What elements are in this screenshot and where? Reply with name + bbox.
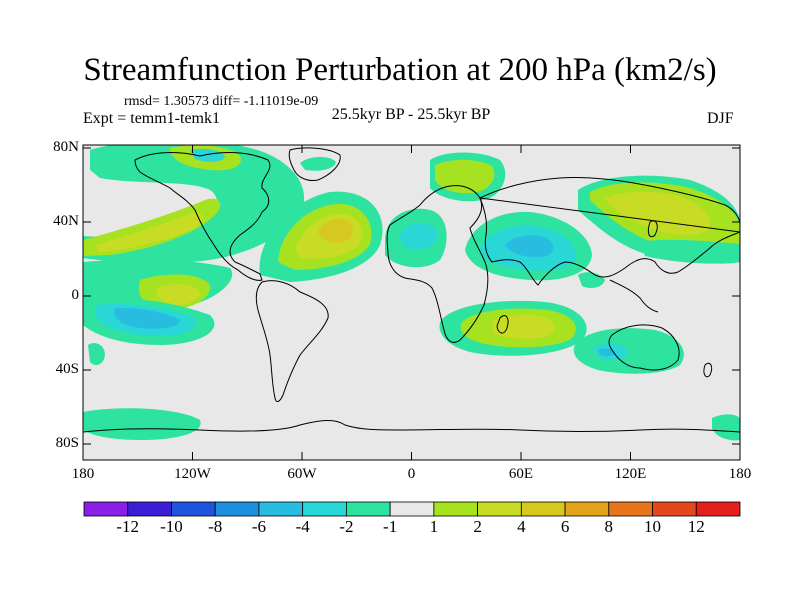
contour-blue-south-pacific: [114, 307, 180, 329]
lon-label: 60E: [508, 466, 534, 482]
contour-green-greenland: [300, 156, 336, 171]
colorbar-label: 2: [473, 517, 482, 536]
coast-madagascar: [496, 315, 509, 334]
colorbar-label: 4: [517, 517, 526, 536]
lon-label: 180: [71, 466, 95, 482]
lon-label: 180: [728, 466, 752, 482]
coast-greenland: [288, 147, 341, 181]
colorbar-label: 1: [429, 517, 439, 536]
contour-green-antarctic-east: [712, 414, 740, 441]
lon-label: 0: [407, 466, 416, 482]
plot-title: Streamfunction Perturbation at 200 hPa (…: [83, 52, 717, 88]
contour-green-australia: [573, 328, 684, 374]
colorbar-swatch: [258, 501, 304, 517]
contour-cyan-arctic: [190, 148, 225, 162]
season-label: DJF: [707, 110, 734, 127]
colorbar-label: -4: [295, 517, 310, 536]
colorbar-label: 6: [560, 517, 570, 536]
coast-new-zealand: [703, 362, 713, 378]
coastlines: [83, 147, 740, 433]
colorbar-swatch: [477, 501, 522, 517]
colorbar-label: -8: [208, 517, 223, 536]
contour-green-west-pacific: [640, 239, 740, 264]
lon-label: 120W: [174, 466, 211, 482]
lat-label: 40S: [55, 361, 79, 377]
colorbar-swatch: [564, 501, 610, 517]
coast-japan: [647, 220, 658, 238]
contour-green-sw-pacific: [88, 343, 105, 366]
coast-antarctica: [83, 420, 740, 433]
coast-southeast-asia: [609, 279, 659, 313]
colorbar-swatch: [652, 501, 697, 517]
axis-ticks: [82, 145, 741, 460]
colorbar-label: -2: [339, 517, 354, 536]
coast-europe-africa: [386, 185, 489, 343]
coast-australia: [608, 324, 680, 371]
colorbar-swatch: [83, 501, 129, 517]
colorbar-swatch: [127, 501, 172, 517]
colorbar-swatch: [520, 501, 566, 517]
contour-yellow-south-indian: [492, 314, 555, 340]
colorbar-label: -1: [383, 517, 398, 536]
lon-label: 120E: [614, 466, 647, 482]
contour-lime-europe: [435, 159, 495, 194]
contour-yellow-north-pacific: [95, 212, 203, 252]
coast-south-america: [255, 280, 329, 403]
colorbar-label: 10: [644, 517, 662, 536]
colorbar-label: 8: [604, 517, 614, 536]
coast-north-america: [134, 152, 271, 281]
contour-blue-australia: [598, 348, 616, 357]
colorbar-swatch: [695, 501, 741, 517]
colorbar-swatch: [389, 501, 435, 517]
lon-label: 60W: [287, 466, 317, 482]
contour-green-antarctic-west: [83, 408, 201, 440]
contour-cyan-north-africa: [399, 223, 438, 250]
lat-label: 80N: [53, 139, 79, 155]
colorbar-swatch: [433, 501, 479, 517]
colorbar-swatch: [214, 501, 260, 517]
contour-green-north-america: [83, 145, 305, 264]
lat-label: 80S: [55, 435, 79, 451]
colorbar-swatch: [608, 501, 653, 517]
contour-yellow-tropical-pacific: [156, 284, 200, 306]
period-label: 25.5kyr BP - 25.5kyr BP: [331, 106, 491, 123]
colorbar-label: -10: [160, 517, 183, 536]
colorbar-label: 12: [687, 517, 705, 536]
colorbar-swatch: [171, 501, 216, 517]
colorbar: [83, 501, 741, 517]
stats-text: rmsd= 1.30573 diff= -1.11019e-09: [124, 94, 319, 109]
colorbar-swatch: [345, 501, 391, 517]
lat-label: 0: [71, 287, 80, 303]
experiment-label: Expt = temm1-temk1: [83, 110, 220, 127]
contour-blue-middle-east: [505, 235, 554, 258]
colorbar-swatch: [302, 501, 347, 517]
colorbar-label: -6: [251, 517, 266, 536]
coast-asia: [479, 176, 740, 286]
colorbar-label: -12: [116, 517, 140, 536]
lat-label: 40N: [53, 213, 79, 229]
contour-orange-atlantic: [318, 219, 354, 243]
contour-fills: [83, 145, 740, 441]
